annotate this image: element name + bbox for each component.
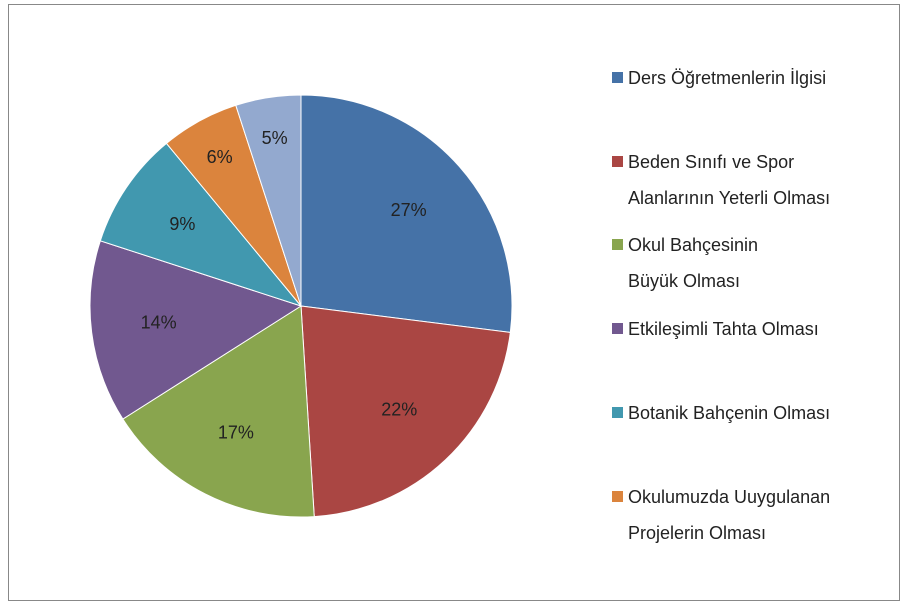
data-label: 22% [381, 399, 417, 419]
legend-label: Botanik Bahçenin Olması [628, 403, 831, 423]
legend-label: Etkileşimli Tahta Olması [628, 319, 819, 339]
data-label: 14% [141, 313, 177, 333]
data-label: 17% [218, 423, 254, 443]
legend-swatch [612, 156, 623, 167]
frame [8, 4, 900, 601]
data-label: 27% [391, 200, 427, 220]
legend-entry: Ders Öğretmenlerin İlgisi [612, 60, 892, 96]
pie-slice [300, 305, 511, 518]
legend-entry: Etkileşimli Tahta Olması [612, 311, 892, 347]
pie-slice [99, 142, 303, 308]
legend-swatch [612, 323, 623, 334]
legend-entry: Botanik Bahçenin Olması [612, 395, 892, 431]
legend-swatch [612, 72, 623, 83]
pie-slice [89, 240, 303, 420]
data-label: 9% [169, 214, 195, 234]
legend-swatch [612, 491, 623, 502]
legend-entry: Beden Sınıfı ve Spor Alanlarının Yeterli… [612, 144, 880, 216]
data-label: 5% [262, 128, 288, 148]
legend-label: Okulumuzda Uuygulanan Projelerin Olması [628, 487, 831, 543]
legend-entry: Okul Bahçesinin Büyük Olması [612, 227, 812, 299]
data-label: 6% [207, 147, 233, 167]
legend-label: Beden Sınıfı ve Spor Alanlarının Yeterli… [628, 152, 831, 208]
legend-entry: Okulumuzda Uuygulanan Projelerin Olması [612, 479, 892, 551]
legend-swatch [612, 239, 623, 250]
legend-swatch [612, 407, 623, 418]
pie-slice [300, 94, 513, 334]
pie-slice [122, 305, 315, 518]
pie-slice [235, 94, 302, 307]
legend-label: Ders Öğretmenlerin İlgisi [628, 68, 827, 88]
legend-label: Okul Bahçesinin Büyük Olması [628, 235, 759, 291]
